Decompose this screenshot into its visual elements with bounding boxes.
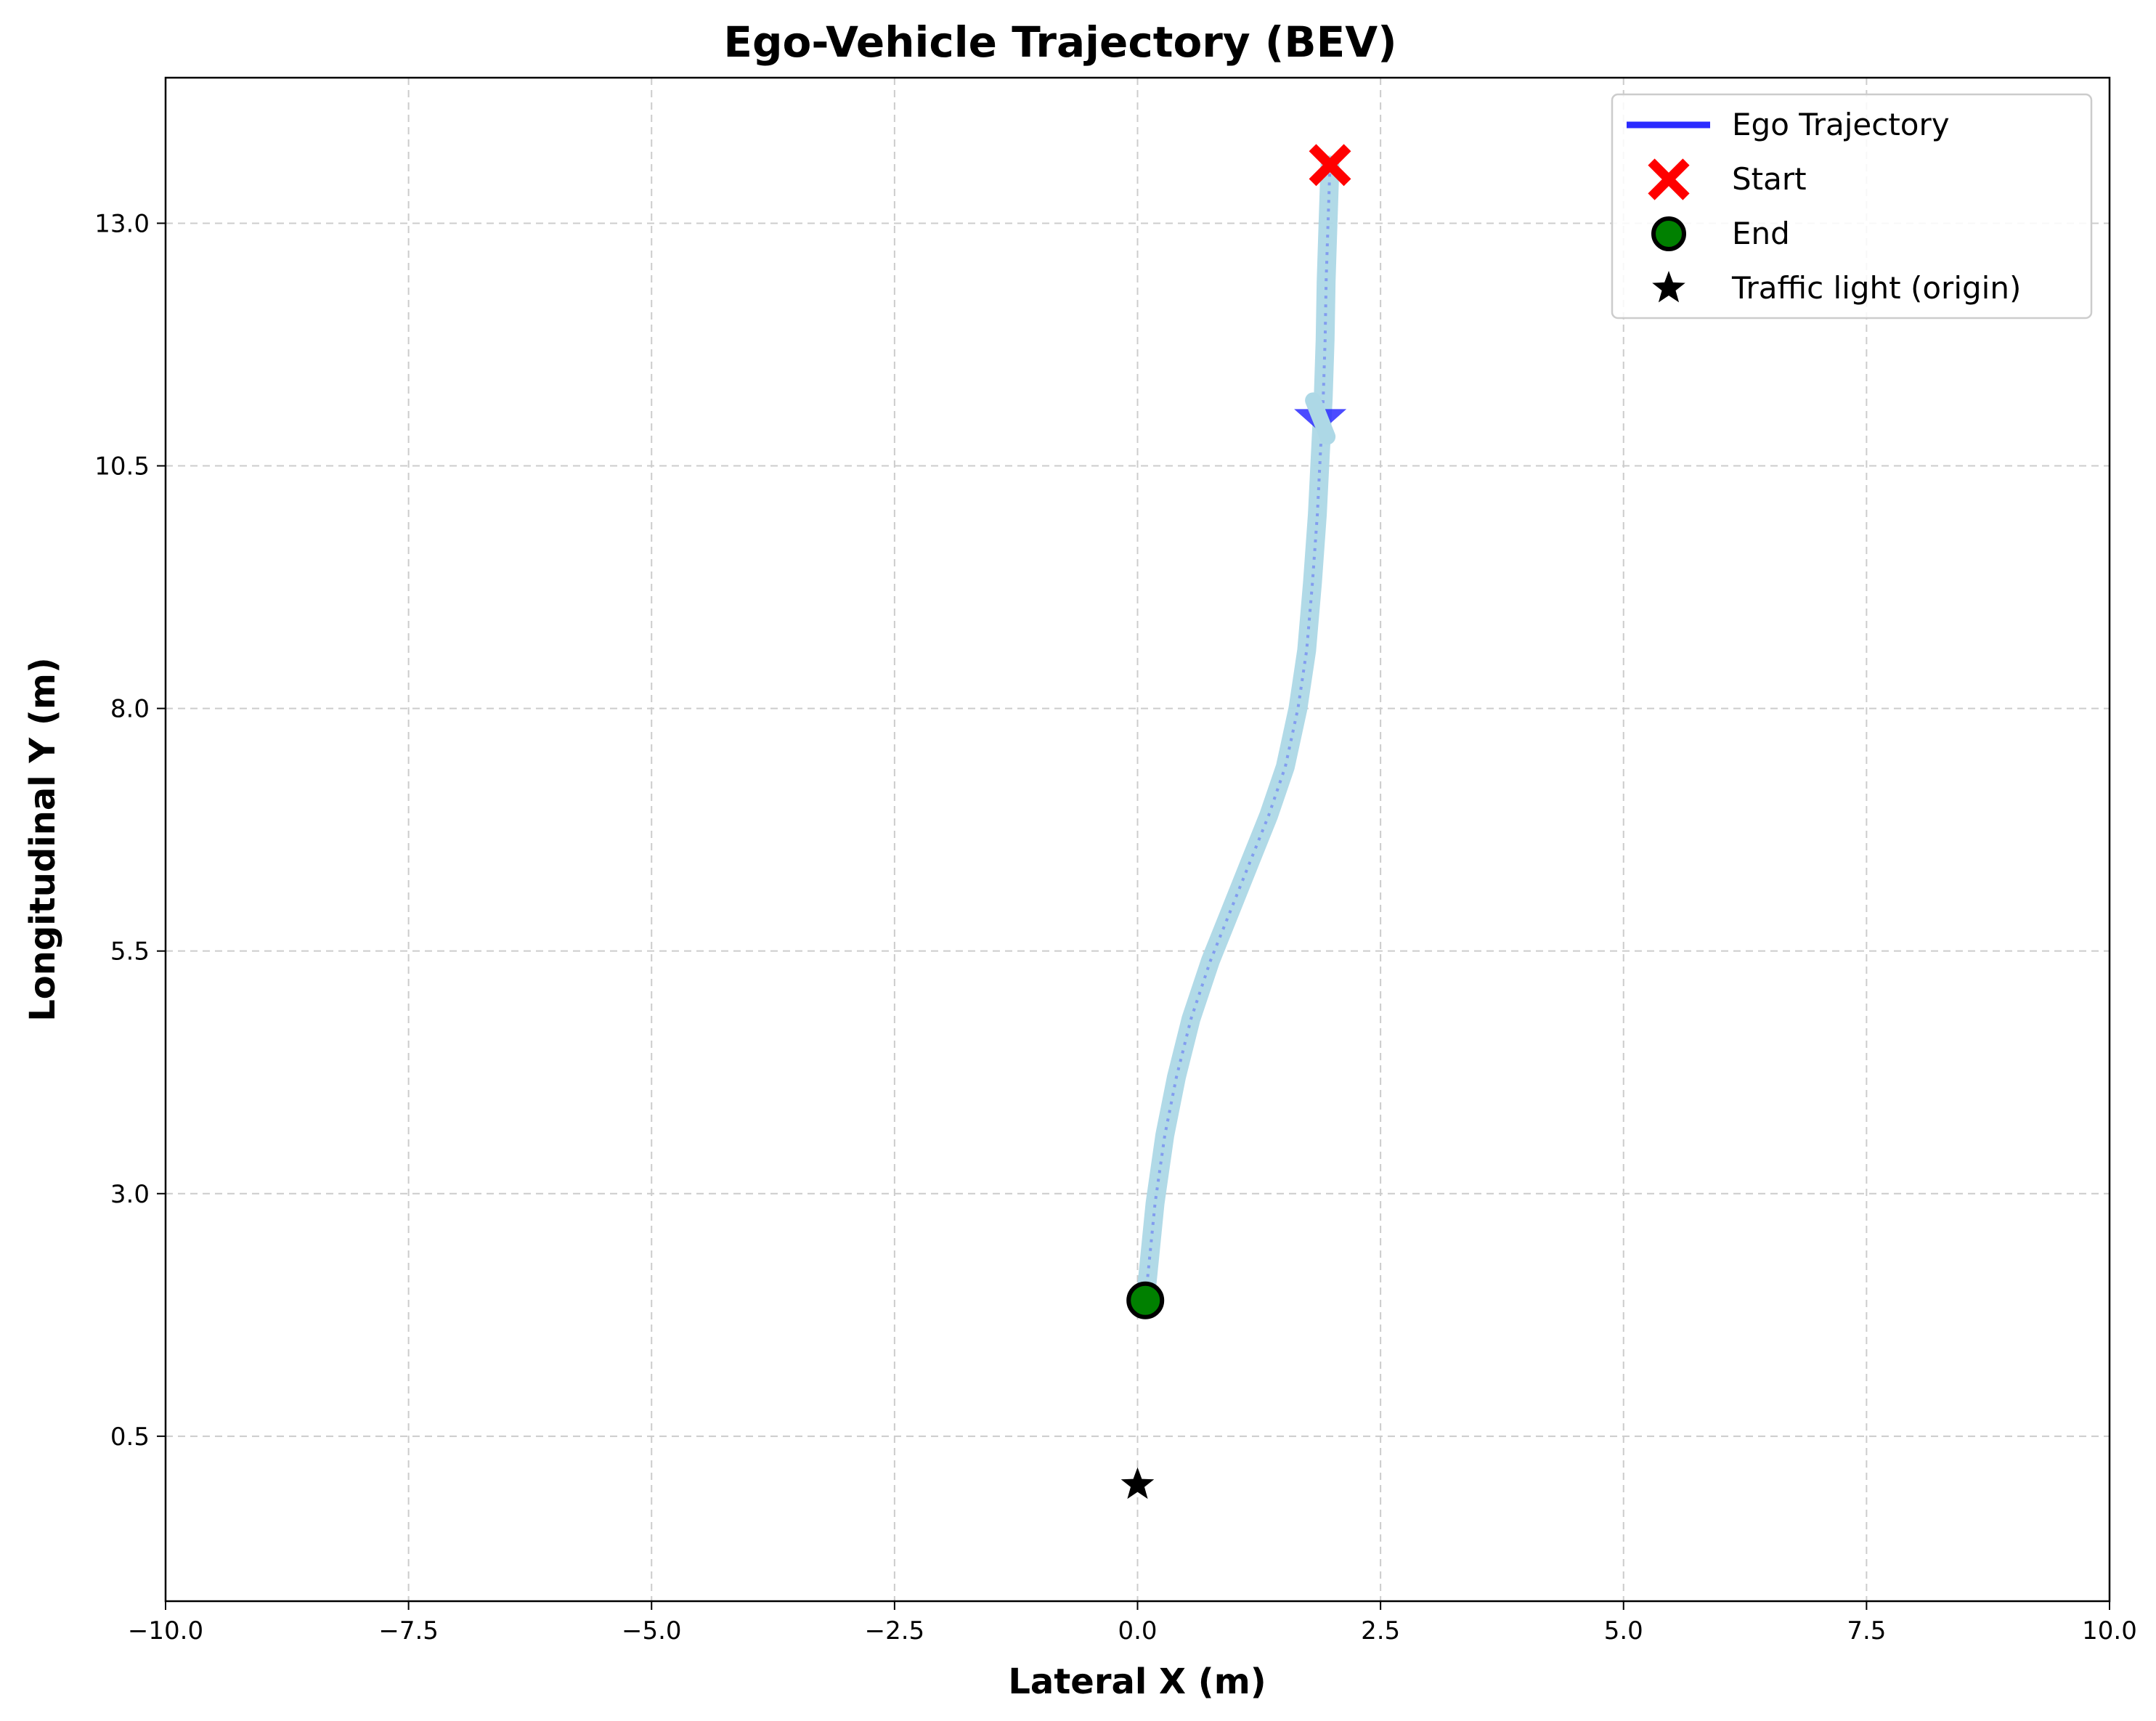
- y-axis-label: Longitudinal Y (m): [23, 657, 63, 1022]
- legend-box: [1611, 93, 2093, 320]
- traffic-light-marker: [1120, 1467, 1155, 1500]
- legend-label: Ego Trajectory: [1732, 107, 1950, 142]
- trajectory-line: [1144, 165, 1332, 1301]
- x-tick-label: 2.5: [1361, 1616, 1400, 1645]
- legend-circle-swatch: [1651, 216, 1686, 251]
- trajectory-halo: [1136, 155, 1340, 1310]
- y-tick-label: 13.0: [94, 209, 150, 238]
- legend-label: Traffic light (origin): [1731, 270, 2021, 306]
- start-marker: [1309, 144, 1351, 187]
- x-tick-label: −7.5: [378, 1616, 439, 1645]
- legend-star-swatch: [1652, 271, 1685, 303]
- x-tick-label: 0.0: [1118, 1616, 1157, 1645]
- y-tick-label: 0.5: [110, 1423, 150, 1452]
- x-tick-label: 7.5: [1847, 1616, 1886, 1645]
- x-axis-label: Lateral X (m): [1008, 1661, 1266, 1702]
- x-tick-label: −10.0: [128, 1616, 203, 1645]
- chart-title: Ego-Vehicle Trajectory (BEV): [723, 17, 1396, 67]
- y-tick-label: 8.0: [110, 695, 150, 724]
- trajectory-halo-segment: [1305, 392, 1336, 445]
- legend-x-swatch: [1648, 158, 1690, 200]
- y-tick-label: 10.5: [94, 452, 150, 481]
- x-axis-ticks: −10.0 −7.5 −5.0 −2.5 0.0 2.5 5.0 7.5 10.0: [128, 1601, 2137, 1645]
- legend: Ego Trajectory Start End Traffic light (ori…: [1611, 93, 2093, 320]
- end-marker: [1126, 1281, 1165, 1319]
- y-tick-label: 3.0: [110, 1180, 150, 1209]
- legend-label: Start: [1732, 161, 1807, 197]
- plot-area: [1120, 144, 1351, 1500]
- x-tick-label: −2.5: [865, 1616, 925, 1645]
- x-tick-label: 10.0: [2082, 1616, 2137, 1645]
- y-axis-ticks: 0.5 3.0 5.5 8.0 10.5 13.0: [94, 209, 166, 1452]
- x-tick-label: 5.0: [1604, 1616, 1643, 1645]
- x-tick-label: −5.0: [622, 1616, 682, 1645]
- legend-label: End: [1732, 216, 1790, 251]
- y-tick-label: 5.5: [110, 937, 150, 967]
